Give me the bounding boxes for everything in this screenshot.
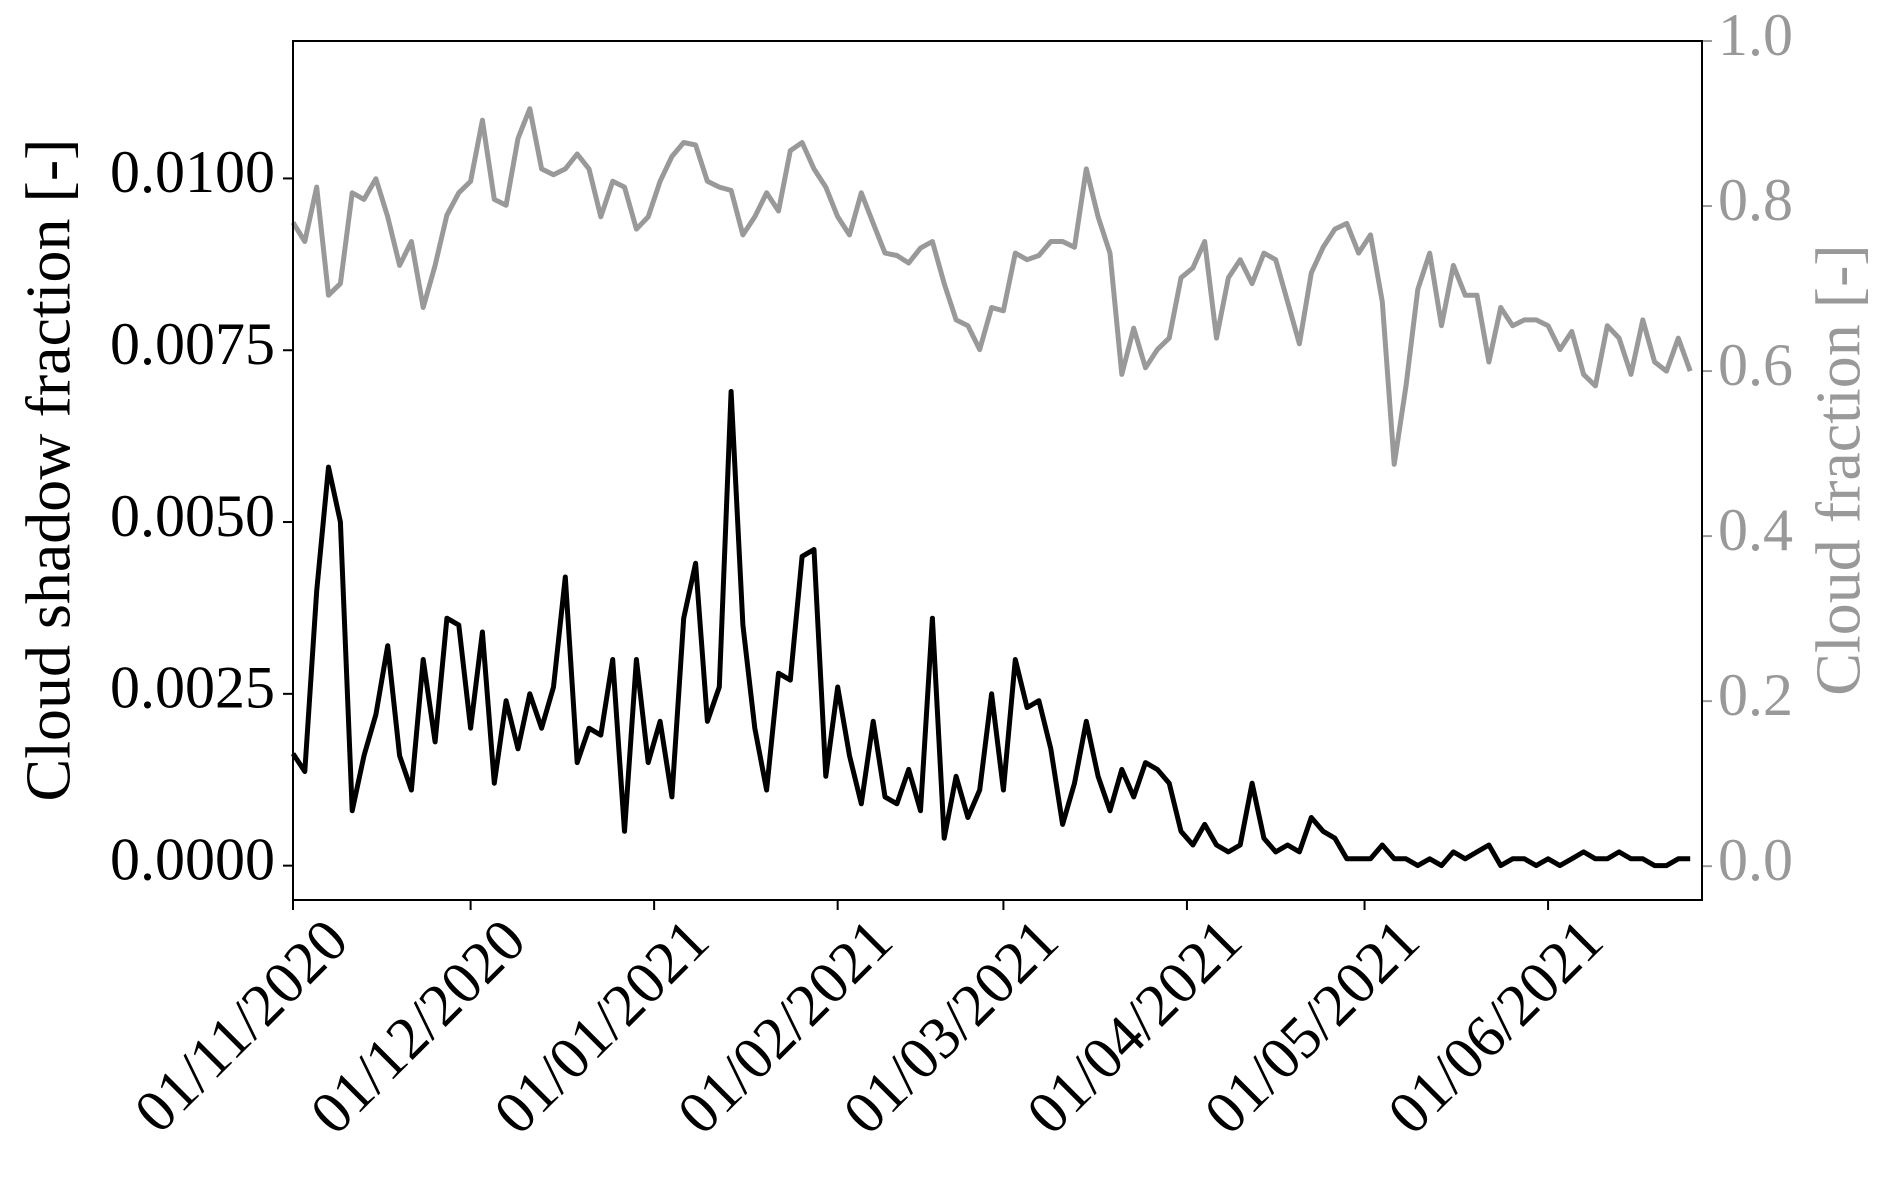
- y-tick-label: 0.0075: [110, 311, 275, 377]
- y-tick-label: 0.0050: [110, 483, 275, 549]
- y-tick-label: 0.0000: [110, 826, 275, 892]
- series-line: [290, 389, 1691, 869]
- y2-tick-label: 0.2: [1718, 662, 1793, 728]
- y2-axis-label: Cloud fraction [-]: [1803, 244, 1874, 695]
- y2-tick-label: 0.4: [1718, 497, 1793, 563]
- series-line: [290, 106, 1693, 467]
- y2-tick-label: 0.6: [1718, 332, 1793, 398]
- y2-tick-label: 0.0: [1718, 827, 1793, 893]
- y-axis-label: Cloud shadow fraction [-]: [13, 139, 84, 802]
- y2-tick-label: 1.0: [1718, 2, 1793, 68]
- plot-frame: [292, 40, 1703, 901]
- y-tick-label: 0.0025: [110, 655, 275, 721]
- y-tick-label: 0.0100: [110, 139, 275, 205]
- y2-tick-label: 0.8: [1718, 167, 1793, 233]
